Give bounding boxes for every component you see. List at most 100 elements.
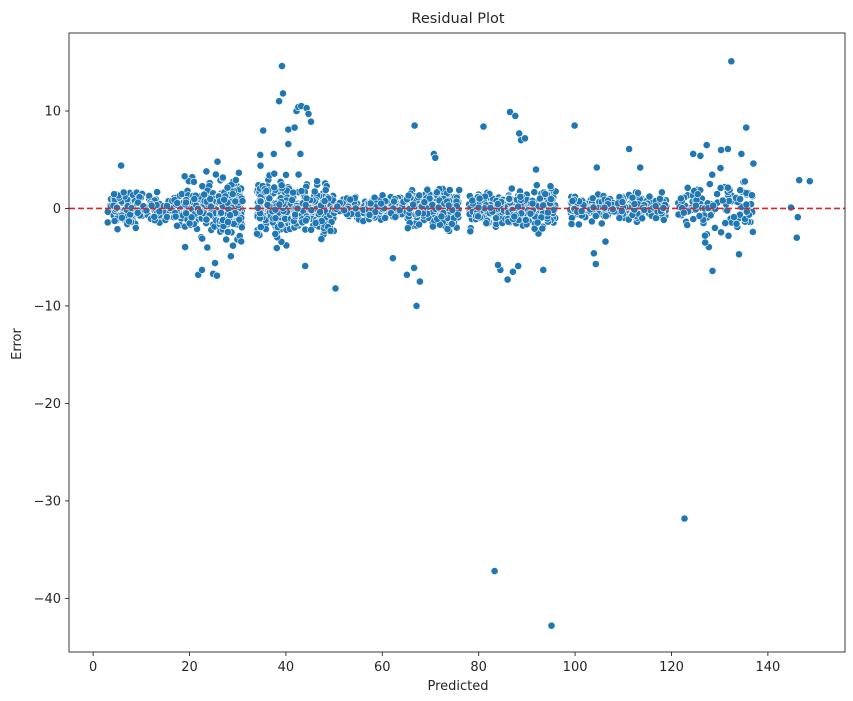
- data-point: [125, 217, 134, 226]
- data-point: [265, 194, 274, 203]
- data-point: [466, 227, 475, 236]
- data-point: [577, 207, 586, 216]
- data-point: [346, 195, 355, 204]
- data-point: [410, 263, 418, 272]
- data-point: [805, 177, 814, 186]
- data-point: [415, 220, 423, 229]
- data-point: [568, 197, 577, 205]
- data-point: [445, 186, 454, 194]
- data-point: [735, 250, 743, 259]
- data-point: [307, 225, 315, 234]
- data-point: [226, 252, 235, 261]
- data-point: [689, 215, 698, 223]
- data-point: [412, 301, 421, 310]
- data-point: [570, 121, 579, 130]
- data-point: [320, 197, 329, 205]
- y-tick-label: −40: [34, 592, 61, 607]
- y-tick-label: −30: [34, 494, 61, 509]
- data-point: [289, 188, 297, 197]
- data-point: [432, 188, 441, 197]
- data-point: [475, 194, 484, 203]
- data-point: [683, 183, 692, 192]
- data-point: [262, 187, 271, 195]
- data-point: [153, 188, 161, 196]
- data-point: [453, 210, 462, 219]
- data-point: [721, 219, 730, 227]
- data-point: [474, 203, 483, 212]
- data-point: [736, 186, 745, 195]
- data-point: [708, 170, 717, 179]
- data-point: [532, 165, 540, 174]
- x-tick-label: 140: [755, 660, 780, 675]
- data-point: [588, 194, 597, 203]
- data-point: [511, 112, 520, 120]
- x-tick-label: 0: [89, 660, 97, 675]
- data-point: [638, 214, 647, 223]
- data-point: [301, 200, 310, 209]
- data-point: [693, 190, 702, 199]
- data-point: [737, 149, 746, 158]
- data-point: [415, 191, 424, 200]
- data-point: [742, 200, 751, 209]
- data-point: [150, 212, 159, 221]
- y-tick-label: −20: [34, 397, 61, 412]
- data-point: [366, 199, 375, 208]
- data-point: [702, 141, 711, 149]
- data-point: [278, 62, 286, 70]
- data-point: [530, 224, 539, 233]
- data-point: [695, 211, 704, 220]
- data-point: [224, 218, 232, 226]
- data-point: [724, 183, 732, 192]
- data-point: [592, 163, 601, 172]
- data-point: [365, 210, 374, 219]
- data-point: [110, 216, 119, 225]
- x-tick-label: 120: [659, 660, 684, 675]
- data-point: [173, 199, 182, 207]
- data-point: [575, 220, 583, 229]
- data-point: [272, 244, 281, 252]
- y-axis-label: Error: [10, 328, 25, 360]
- data-point: [423, 185, 432, 194]
- data-point: [381, 214, 389, 222]
- data-point: [724, 145, 732, 153]
- data-point: [118, 213, 126, 222]
- data-point: [547, 195, 555, 203]
- data-point: [479, 122, 488, 131]
- data-point: [290, 123, 299, 132]
- data-point: [296, 149, 305, 158]
- data-point: [181, 243, 189, 251]
- data-point: [415, 277, 424, 286]
- data-point: [536, 194, 544, 203]
- y-tick-label: 0: [53, 202, 61, 217]
- data-point: [390, 197, 398, 206]
- x-tick-label: 20: [181, 660, 198, 675]
- data-point: [117, 161, 125, 170]
- data-point: [409, 200, 418, 209]
- chart-title: Residual Plot: [411, 11, 504, 27]
- data-point: [749, 159, 758, 168]
- data-point: [311, 218, 320, 227]
- data-point: [630, 200, 639, 208]
- data-point: [182, 209, 190, 218]
- data-point: [182, 198, 190, 207]
- data-point: [294, 170, 303, 179]
- data-point: [494, 261, 502, 269]
- data-point: [701, 238, 710, 247]
- data-point: [226, 211, 234, 220]
- data-point: [200, 190, 209, 199]
- data-point: [256, 197, 265, 206]
- data-point: [696, 151, 705, 160]
- data-point: [271, 214, 280, 223]
- data-point: [189, 177, 198, 186]
- data-point: [793, 213, 802, 222]
- data-point: [313, 177, 321, 186]
- plot-frame: [68, 32, 846, 653]
- x-tick-label: 60: [374, 660, 391, 675]
- data-point: [220, 195, 229, 204]
- data-point: [706, 211, 715, 220]
- data-point: [131, 223, 140, 232]
- data-point: [717, 146, 725, 154]
- data-point: [591, 260, 600, 268]
- data-point: [515, 129, 524, 138]
- data-point: [516, 192, 525, 201]
